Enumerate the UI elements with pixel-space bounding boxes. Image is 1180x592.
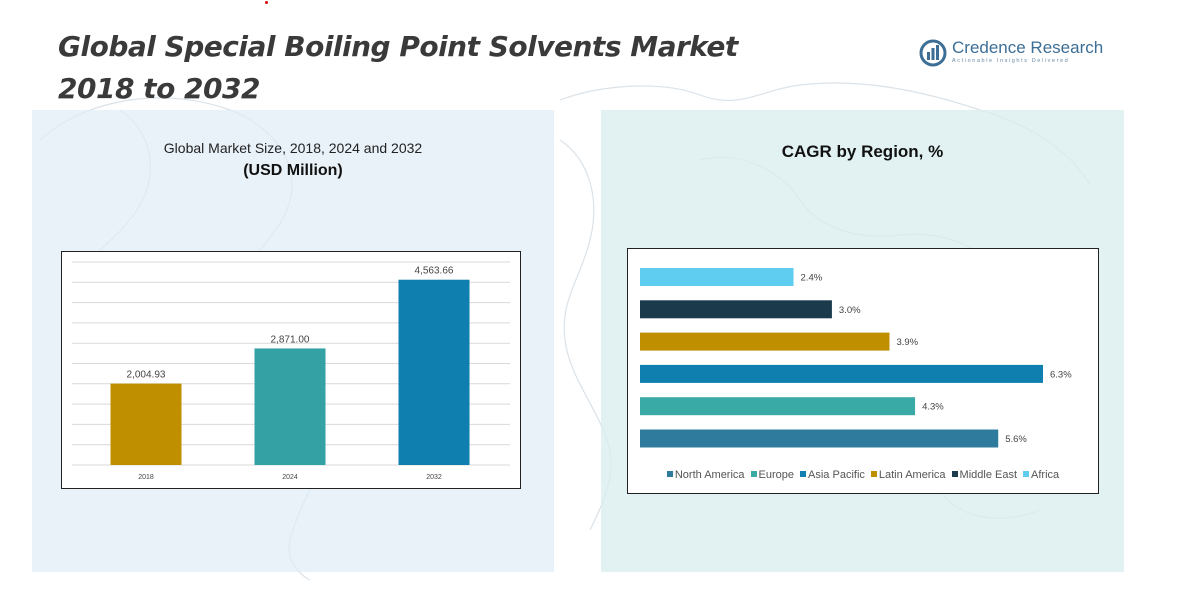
bar-value-label: 4.3% <box>922 402 944 413</box>
title-line-1: Global Special Boiling Point Solvents Ma… <box>58 30 738 63</box>
market-size-bar-chart: 2,004.93 2018 2,871.00 2024 4,563.66 2032 <box>72 261 510 481</box>
market-size-unit: (USD Million) <box>243 162 343 179</box>
legend-label: Latin America <box>878 469 946 481</box>
bar-africa <box>640 268 794 286</box>
x-tick-label: 2032 <box>426 474 442 481</box>
legend-label: Asia Pacific <box>808 469 865 481</box>
bar-value-label: 2,004.93 <box>127 370 166 381</box>
cagr-title: CAGR by Region, % <box>781 142 944 161</box>
bar-value-label: 6.3% <box>1050 369 1072 380</box>
credence-research-logo: Credence Research Actionable Insights De… <box>918 36 1108 72</box>
cagr-bar-chart: 2.4% 3.0% 3.9% 6.3% 4.3% 5.6% <box>640 268 1072 448</box>
legend-item-latin-america: Latin America <box>870 469 946 481</box>
legend-swatch <box>666 471 673 477</box>
legend-item-asia-pacific: Asia Pacific <box>800 469 865 481</box>
legend-swatch <box>951 471 958 477</box>
legend-label: Middle East <box>959 469 1018 481</box>
decorative-dot <box>265 1 268 4</box>
bar-value-label: 4,563.66 <box>415 266 454 277</box>
bar-value-label: 5.6% <box>1005 434 1027 445</box>
x-tick-label: 2018 <box>138 474 154 481</box>
legend-item-africa: Africa <box>1023 469 1059 481</box>
bar-asia-pacific <box>640 364 1043 383</box>
bar-value-label: 3.9% <box>896 337 918 348</box>
legend-item-middle-east: Middle East <box>951 469 1018 481</box>
legend-item-north-america: North America <box>666 469 745 481</box>
legend-swatch <box>870 471 877 477</box>
logo-tagline: Actionable Insights Delivered <box>952 58 1070 64</box>
legend-label: Europe <box>758 469 795 481</box>
legend-label: North America <box>674 469 745 481</box>
bar-europe <box>640 397 916 416</box>
bar-value-label: 2.4% <box>801 273 823 284</box>
bar-middle-east <box>640 300 832 319</box>
legend-label: Africa <box>1031 469 1060 481</box>
logo-name: Credence Research <box>952 38 1104 57</box>
legend-item-europe: Europe <box>750 469 795 481</box>
title-line-2: 2018 to 2032 <box>58 72 260 105</box>
bar-value-label: 3.0% <box>839 305 861 316</box>
bar-2032 <box>398 279 470 465</box>
bar-north-america <box>640 429 999 448</box>
legend-swatch <box>800 471 807 477</box>
bar-2018 <box>110 383 182 465</box>
cagr-legend: North America Europe Asia Pacific Latin Ame… <box>628 469 1098 481</box>
cagr-chart: 2.4% 3.0% 3.9% 6.3% 4.3% 5.6% North America Eu… <box>627 248 1099 494</box>
bar-chart-circle-icon <box>919 39 947 67</box>
bar-2024 <box>254 348 326 465</box>
legend-swatch <box>1023 471 1030 477</box>
market-size-subtitle: Global Market Size, 2018, 2024 and 2032 <box>163 140 423 156</box>
bar-latin-america <box>640 332 890 351</box>
bar-value-label: 2,871.00 <box>271 334 310 345</box>
page-title: Global Special Boiling Point Solvents Ma… <box>58 26 738 110</box>
market-size-chart: 2,004.93 2018 2,871.00 2024 4,563.66 2032 <box>61 251 521 489</box>
x-tick-label: 2024 <box>282 474 298 481</box>
legend-swatch <box>750 471 757 477</box>
